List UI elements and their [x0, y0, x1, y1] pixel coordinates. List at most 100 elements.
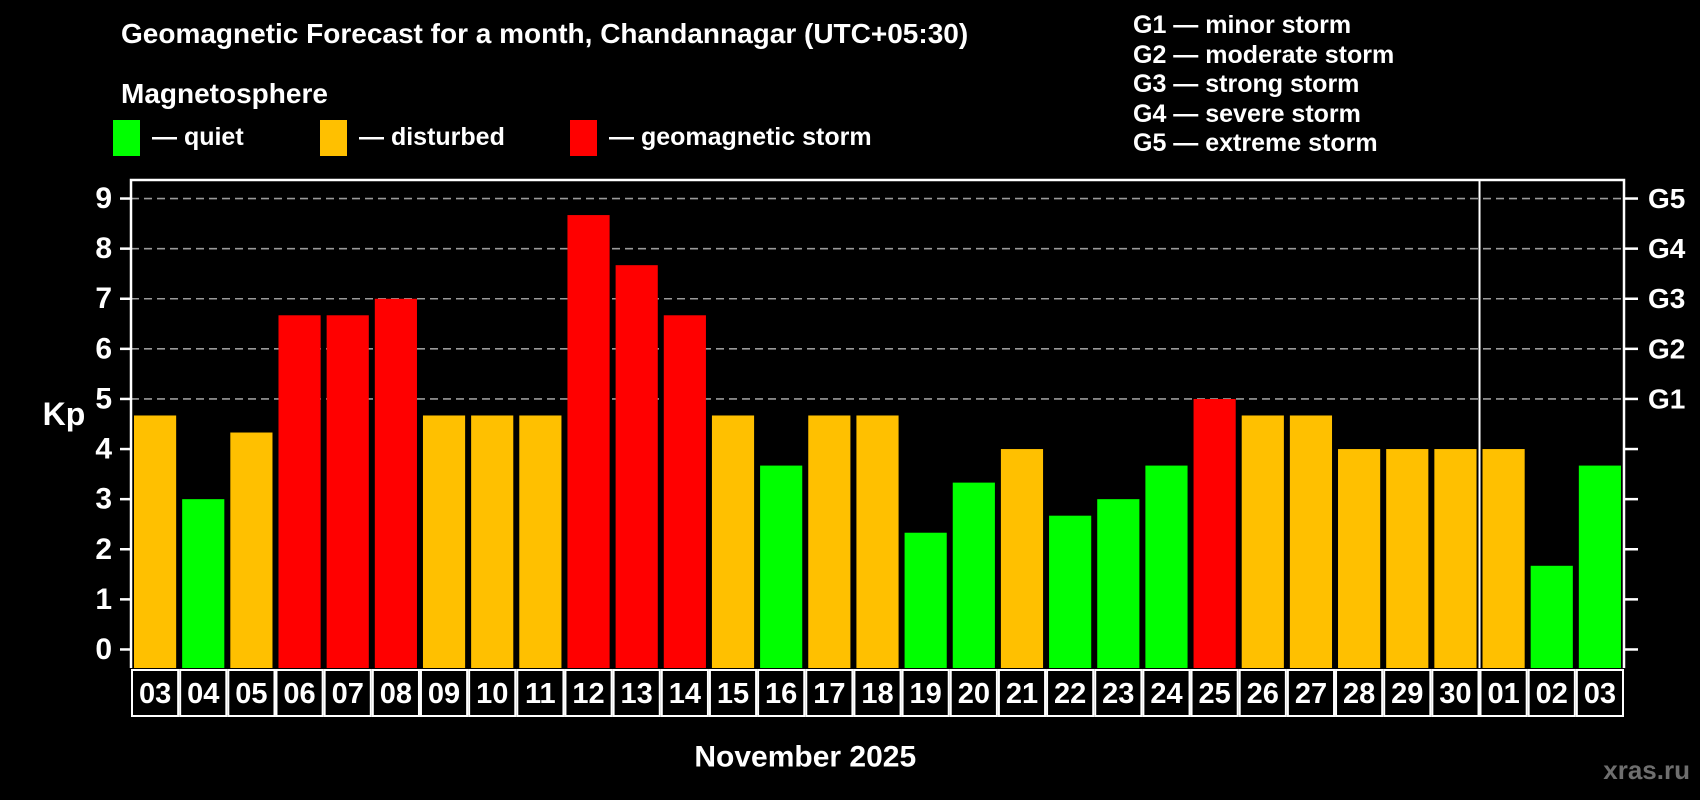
day-label-20: 20	[958, 678, 990, 710]
day-label-27: 27	[1295, 678, 1327, 710]
bar-day-13-storm	[615, 265, 658, 668]
day-label-19: 19	[910, 678, 942, 710]
day-box-09	[419, 669, 469, 717]
day-label-21: 21	[1006, 678, 1038, 710]
legend-disturbed-label: — disturbed	[359, 123, 505, 151]
bar-day-21-disturbed	[1000, 449, 1044, 668]
day-label-22: 22	[1054, 678, 1086, 710]
day-box-08	[371, 669, 420, 717]
y-axis-label-7: 7	[95, 282, 112, 315]
legend-quiet-label: — quiet	[152, 123, 244, 151]
storm-color-swatch	[570, 119, 597, 156]
bar-day-20-quiet	[952, 482, 995, 668]
bar-day-08-storm	[374, 298, 417, 668]
day-box-11	[516, 669, 565, 717]
day-box-03	[131, 669, 180, 717]
day-box-03	[1575, 669, 1625, 717]
y-axis-label-1: 1	[95, 583, 112, 616]
day-box-28	[1335, 669, 1384, 717]
bar-day-15-disturbed	[711, 415, 755, 668]
day-label-18: 18	[861, 678, 893, 710]
day-box-29	[1383, 669, 1432, 717]
g-legend-line-g1: G1 — minor storm	[1133, 11, 1352, 39]
day-box-22	[1046, 669, 1095, 717]
day-box-27	[1286, 669, 1336, 717]
day-label-02: 02	[1536, 678, 1568, 710]
bar-day-09-disturbed	[422, 415, 466, 668]
g-legend-line-g4: G4 — severe storm	[1133, 99, 1361, 128]
day-label-25: 25	[1198, 678, 1230, 710]
day-label-07: 07	[332, 678, 364, 710]
bar-day-19-quiet	[904, 532, 947, 668]
right-axis-label-G2: G2	[1648, 333, 1685, 364]
bar-day-11-disturbed	[519, 415, 562, 668]
y-axis-label-9: 9	[95, 182, 112, 215]
day-label-06: 06	[283, 678, 315, 710]
day-box-02	[1527, 669, 1576, 717]
bar-day-03-quiet	[1578, 465, 1621, 668]
plot-border	[129, 178, 1626, 668]
day-box-25	[1190, 669, 1239, 717]
day-label-05: 05	[235, 678, 267, 710]
day-label-30: 30	[1439, 678, 1471, 710]
day-box-23	[1094, 669, 1143, 717]
y-axis-label-4: 4	[95, 433, 112, 466]
y-axis-label-3: 3	[95, 483, 112, 516]
legend-item-quiet: — quiet	[113, 119, 244, 156]
day-box-18	[853, 669, 902, 717]
xras-watermark: xras.ru	[1603, 755, 1690, 785]
disturbed-color-swatch	[320, 119, 347, 156]
bar-day-02-quiet	[1530, 565, 1573, 668]
day-box-16	[757, 669, 806, 717]
day-box-21	[997, 669, 1047, 717]
bar-day-30-disturbed	[1434, 449, 1477, 668]
day-box-10	[468, 669, 517, 717]
chart-subtitle: Magnetosphere	[121, 78, 328, 109]
day-box-05	[227, 669, 276, 717]
day-label-01: 01	[1487, 678, 1519, 710]
bar-day-23-quiet	[1097, 499, 1140, 668]
bar-day-10-disturbed	[471, 415, 514, 668]
day-label-17: 17	[813, 678, 845, 710]
y-axis-label-6: 6	[95, 332, 112, 365]
bar-day-04-quiet	[182, 499, 225, 668]
day-label-13: 13	[621, 678, 653, 710]
bar-day-26-disturbed	[1241, 415, 1284, 668]
bar-day-25-storm	[1193, 398, 1236, 668]
g-legend-line-g2: G2 — moderate storm	[1133, 40, 1395, 69]
day-box-01	[1479, 669, 1528, 717]
day-box-14	[660, 669, 709, 717]
legend-item-storm: — geomagnetic storm	[570, 119, 872, 156]
bar-day-16-quiet	[760, 465, 803, 668]
day-label-12: 12	[572, 678, 604, 710]
day-box-20	[949, 669, 998, 717]
day-label-16: 16	[765, 678, 797, 710]
bar-day-14-storm	[663, 315, 706, 668]
right-axis-label-G1: G1	[1648, 383, 1685, 414]
day-label-09: 09	[428, 678, 460, 710]
bar-day-24-quiet	[1145, 465, 1188, 668]
kp-axis-title: Kp	[43, 396, 86, 432]
day-label-14: 14	[669, 678, 701, 710]
day-box-04	[179, 669, 228, 717]
y-axis-label-8: 8	[95, 232, 112, 265]
right-axis-label-G3: G3	[1648, 283, 1685, 314]
month-label: November 2025	[694, 741, 916, 774]
day-box-17	[805, 669, 854, 717]
day-box-13	[612, 669, 661, 717]
day-label-04: 04	[187, 678, 219, 710]
bar-day-03-disturbed	[134, 415, 177, 668]
day-box-19	[901, 669, 950, 717]
g-legend-line-g3: G3 — strong storm	[1133, 70, 1360, 98]
y-axis-label-2: 2	[95, 533, 112, 566]
chart-title: Geomagnetic Forecast for a month, Chanda…	[121, 18, 969, 49]
bar-day-29-disturbed	[1386, 449, 1429, 668]
bar-day-07-storm	[326, 315, 369, 668]
bar-day-06-storm	[278, 315, 321, 668]
bar-day-05-disturbed	[230, 432, 273, 668]
quiet-color-swatch	[113, 119, 140, 156]
bar-day-17-disturbed	[808, 415, 851, 668]
right-axis-label-G4: G4	[1648, 233, 1686, 264]
